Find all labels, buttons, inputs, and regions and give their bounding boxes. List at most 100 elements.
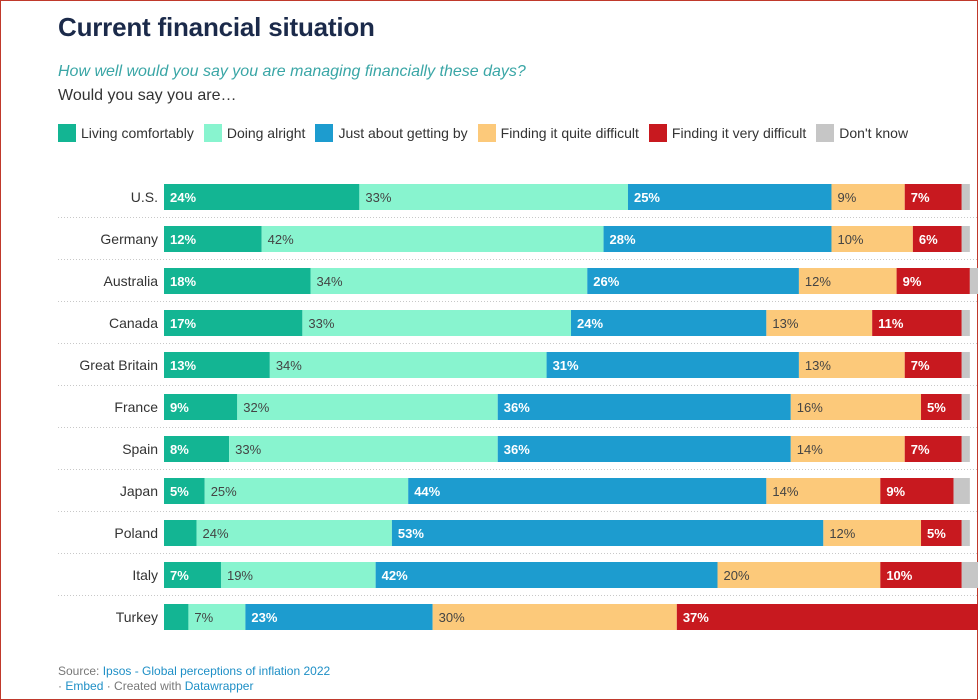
- data-label: 10%: [886, 568, 912, 583]
- category-label: Spain: [122, 441, 158, 457]
- data-label: 19%: [227, 568, 253, 583]
- legend-label: Just about getting by: [338, 125, 468, 141]
- data-label: 7%: [911, 358, 930, 373]
- bar-segment: [880, 478, 954, 504]
- data-label: 12%: [805, 274, 831, 289]
- bar-segment: [261, 226, 604, 252]
- bar-segment: [872, 310, 962, 336]
- data-label: 5%: [170, 484, 189, 499]
- data-label: 7%: [170, 568, 189, 583]
- source-line: Source: Ipsos - Global perceptions of in…: [58, 664, 330, 679]
- bar-segment: [904, 352, 962, 378]
- data-label: 17%: [170, 316, 196, 331]
- bar-row: Poland 24% 53% 12% 5%: [58, 520, 978, 554]
- bar-segment: [790, 394, 922, 420]
- data-label: 14%: [797, 442, 823, 457]
- data-label: 33%: [365, 190, 391, 205]
- data-label: 24%: [577, 316, 603, 331]
- bar-segment: [896, 268, 970, 294]
- data-label: 9%: [903, 274, 922, 289]
- bar-segment: [766, 478, 881, 504]
- category-label: Canada: [109, 315, 158, 331]
- bar-segment: [880, 562, 962, 588]
- data-label: 12%: [829, 526, 855, 541]
- chart-title: Current financial situation: [58, 12, 375, 42]
- legend-swatch: [648, 124, 667, 142]
- data-label: 44%: [414, 484, 440, 499]
- bar-segment: [912, 226, 962, 252]
- bar-segment: [164, 310, 303, 336]
- data-label: 7%: [911, 190, 930, 205]
- bar-segment: [220, 562, 376, 588]
- legend-swatch: [203, 124, 222, 142]
- data-label: 25%: [634, 190, 660, 205]
- bar-segment: [164, 352, 270, 378]
- legend-item: Just about getting by: [315, 122, 468, 144]
- bar-segment: [831, 184, 905, 210]
- data-label: 8%: [170, 442, 189, 457]
- legend-label: Finding it very difficult: [671, 125, 807, 141]
- category-label: Turkey: [116, 609, 158, 625]
- bar-segment: [961, 520, 970, 546]
- data-label: 30%: [439, 610, 465, 625]
- bar-row: Spain 8% 33% 36% 14% 7%: [58, 436, 978, 470]
- bar-segment: [904, 184, 962, 210]
- legend-label: Don't know: [839, 125, 909, 141]
- source-link[interactable]: Ipsos - Global perceptions of inflation …: [102, 664, 331, 678]
- bar-segment: [627, 184, 832, 210]
- data-label: 28%: [610, 232, 636, 247]
- bar-segment: [961, 184, 970, 210]
- data-label: 31%: [553, 358, 579, 373]
- bar-segment: [310, 268, 588, 294]
- bar-segment: [164, 268, 311, 294]
- data-label: 11%: [878, 316, 904, 331]
- data-label: 42%: [268, 232, 294, 247]
- category-label: Australia: [104, 273, 159, 289]
- bar-segment: [961, 352, 970, 378]
- data-label: 24%: [170, 190, 196, 205]
- data-label: 26%: [593, 274, 619, 289]
- category-label: Germany: [100, 231, 158, 247]
- bar-segment: [961, 394, 970, 420]
- data-label: 34%: [317, 274, 343, 289]
- bar-segment: [961, 436, 970, 462]
- bar-segment: [790, 436, 905, 462]
- bar-segment: [766, 310, 873, 336]
- bar-segment: [953, 478, 970, 504]
- bar-segment: [359, 184, 628, 210]
- bar-segment: [164, 520, 197, 546]
- bar-segment: [587, 268, 799, 294]
- data-label: 36%: [504, 400, 530, 415]
- data-label: 32%: [243, 400, 269, 415]
- legend-label: Living comfortably: [81, 125, 194, 141]
- legend-swatch: [477, 124, 496, 142]
- bar-segment: [164, 184, 360, 210]
- data-label: 7%: [194, 610, 213, 625]
- bar-segment: [164, 394, 238, 420]
- bar-segment: [196, 520, 392, 546]
- category-label: Italy: [132, 567, 158, 583]
- bar-segment: [245, 604, 433, 630]
- embed-prefix: ·: [58, 679, 66, 693]
- legend-label: Finding it quite difficult: [500, 125, 639, 141]
- data-label: 23%: [251, 610, 277, 625]
- data-label: 25%: [211, 484, 237, 499]
- legend-item: Finding it quite difficult: [477, 122, 639, 144]
- bar-segment: [921, 520, 962, 546]
- datawrapper-link[interactable]: Datawrapper: [184, 679, 254, 693]
- data-label: 13%: [170, 358, 196, 373]
- footer: Source: Ipsos - Global perceptions of in…: [58, 664, 330, 694]
- category-label: U.S.: [131, 189, 158, 205]
- bar-segment: [164, 478, 205, 504]
- legend-label: Doing alright: [226, 125, 306, 141]
- bar-segment: [408, 478, 767, 504]
- data-label: 14%: [772, 484, 798, 499]
- bar-row: Canada 17% 33% 24% 13% 11%: [58, 310, 978, 344]
- bar-segment: [546, 352, 799, 378]
- bar-segment: [432, 604, 677, 630]
- embed-link[interactable]: Embed: [65, 679, 104, 693]
- bar-segment: [229, 436, 498, 462]
- data-label: 5%: [927, 400, 946, 415]
- chart-subtitle: How well would you say you are managing …: [58, 63, 526, 80]
- legend-swatch: [58, 124, 76, 142]
